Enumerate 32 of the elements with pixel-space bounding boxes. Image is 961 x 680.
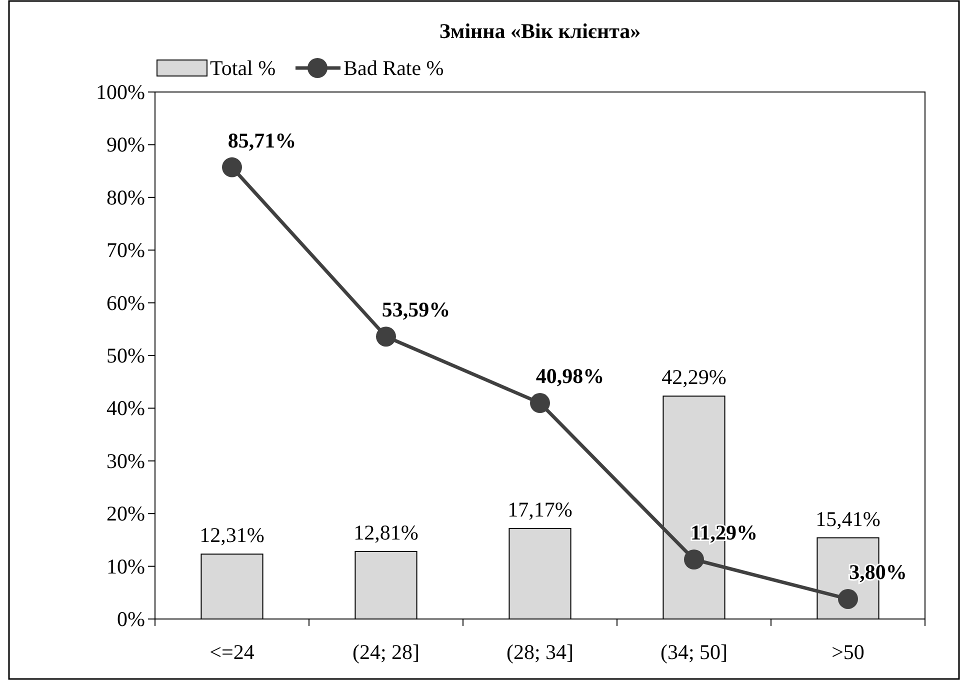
y-tick-label: 20% <box>106 502 145 526</box>
y-tick-label: 100% <box>96 80 145 104</box>
data-label: 53,59% <box>382 298 450 322</box>
point <box>838 588 858 609</box>
y-tick-label: 50% <box>106 344 145 368</box>
y-tick-label: 80% <box>106 185 145 210</box>
data-label: 85,71% <box>228 128 296 152</box>
chart-title: Змінна «Вік клієнта» <box>439 19 641 43</box>
legend-label: Bad Rate % <box>344 56 444 80</box>
x-tick-label: <=24 <box>210 640 255 664</box>
point <box>376 326 396 347</box>
data-label: 15,41% <box>816 506 880 531</box>
y-tick-label: 0% <box>117 607 145 631</box>
data-label: 12,31% <box>200 523 264 548</box>
legend-label: Total % <box>210 56 276 80</box>
point <box>222 157 242 178</box>
x-tick-label: (24; 28] <box>352 640 420 664</box>
data-label: 12,81% <box>354 520 418 544</box>
x-tick-label: (34; 50] <box>660 640 728 664</box>
y-tick-label: 70% <box>106 238 145 262</box>
y-tick-label: 30% <box>106 448 145 473</box>
data-label: 17,17% <box>508 498 572 522</box>
y-tick-label: 60% <box>106 290 145 315</box>
data-label: 40,98% <box>536 364 604 388</box>
x-tick-label: (28; 34] <box>506 640 574 664</box>
point <box>530 393 550 414</box>
x-tick-label: >50 <box>832 640 864 664</box>
y-tick-label: 40% <box>106 396 145 420</box>
data-label: 42,29% <box>662 365 726 390</box>
y-tick-label: 90% <box>106 132 145 157</box>
point <box>684 550 704 570</box>
y-tick-label: 10% <box>106 554 145 578</box>
